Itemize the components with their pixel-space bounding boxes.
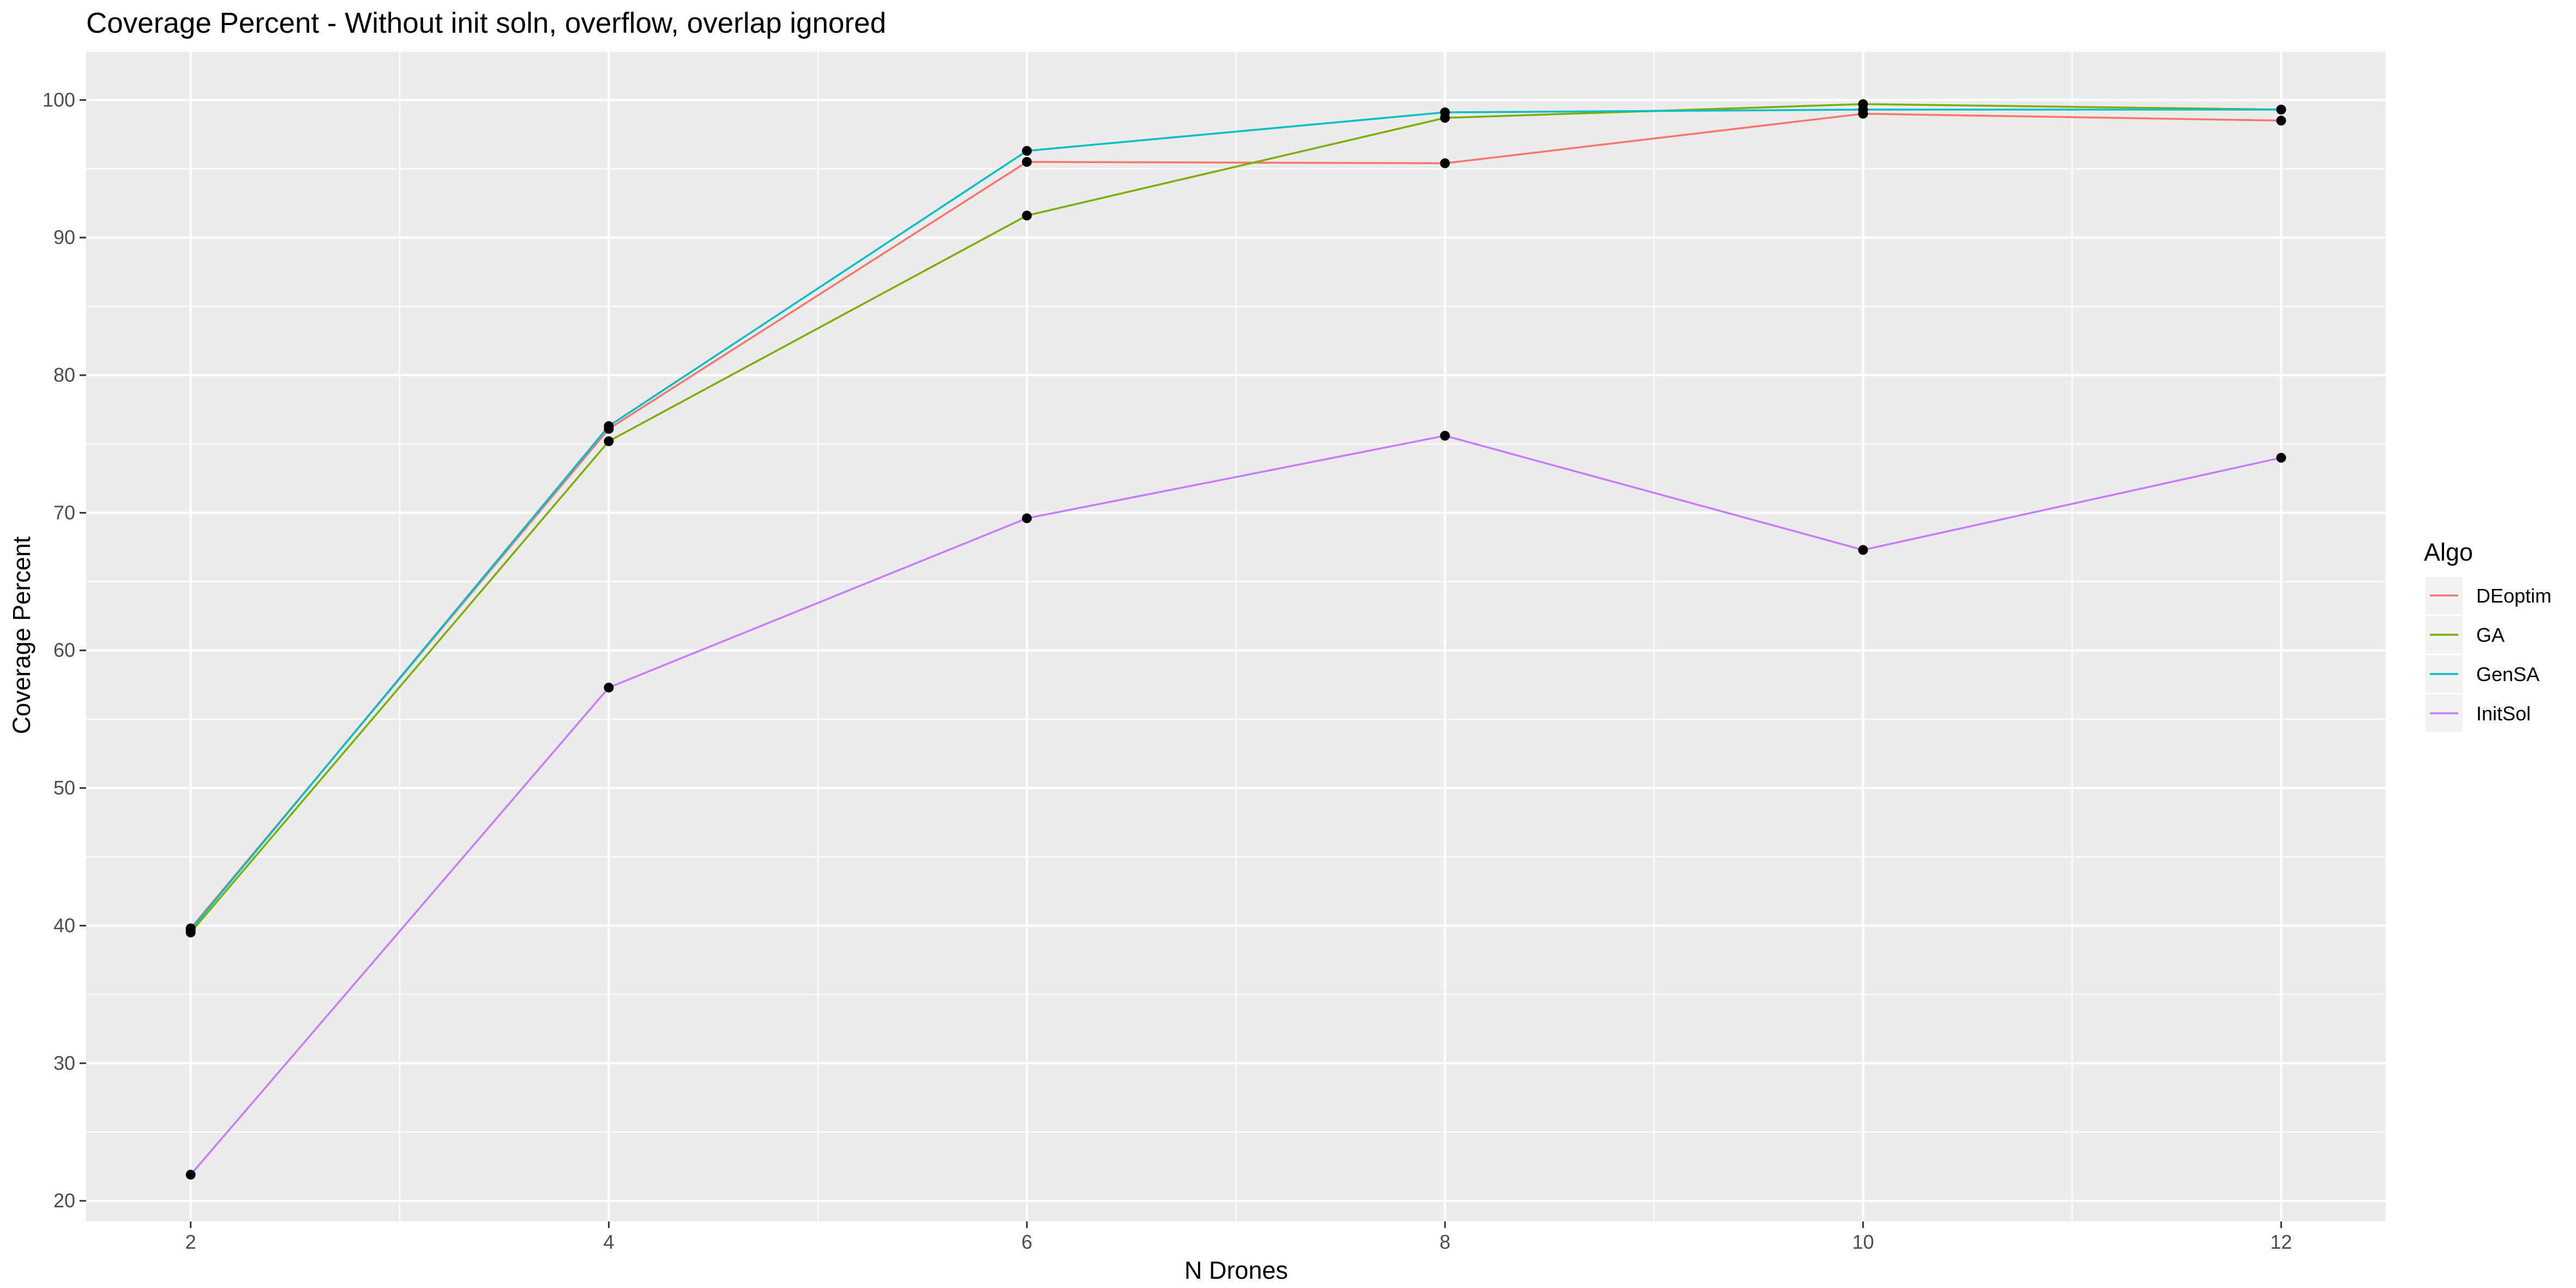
y-tick-label: 30 [53, 1052, 75, 1074]
data-point-initsol [1022, 513, 1032, 523]
chart-title: Coverage Percent - Without init soln, ov… [86, 7, 886, 39]
data-point-gensa [1858, 104, 1868, 115]
plot-panel [86, 52, 2386, 1221]
data-point-initsol [2276, 453, 2286, 463]
legend-item-deoptim: DEoptim [2425, 577, 2551, 614]
legend-label: GA [2476, 624, 2505, 646]
data-point-initsol [1858, 545, 1868, 555]
data-point-ga [604, 436, 614, 447]
series-line-deoptim [190, 112, 2282, 929]
series-layer [190, 103, 2282, 1176]
x-tick-label: 2 [185, 1231, 196, 1253]
y-axis: 20 30 40 50 60 70 80 90 100 [43, 88, 86, 1212]
legend: Algo DEoptim GA GenSA InitSol [2424, 538, 2551, 732]
legend-item-ga: GA [2425, 616, 2505, 653]
series-line-ga [190, 103, 2282, 934]
data-point-deoptim [2276, 116, 2286, 126]
data-point-gensa [1440, 107, 1450, 118]
x-tick-label: 4 [603, 1231, 614, 1253]
data-point-deoptim [1022, 157, 1032, 167]
x-tick-label: 8 [1440, 1231, 1450, 1253]
series-line-initsol [190, 435, 2282, 1176]
points-layer [185, 99, 2286, 1180]
data-point-gensa [2276, 104, 2286, 115]
legend-label: DEoptim [2476, 585, 2551, 607]
y-tick-label: 90 [53, 226, 75, 249]
data-point-initsol [604, 682, 614, 693]
data-point-gensa [604, 421, 614, 431]
y-tick-label: 70 [53, 501, 75, 523]
data-point-ga [1022, 210, 1032, 221]
data-point-initsol [185, 1170, 196, 1180]
data-point-deoptim [1440, 158, 1450, 168]
data-point-gensa [185, 925, 196, 935]
y-tick-label: 60 [53, 639, 75, 661]
x-tick-label: 10 [1852, 1231, 1874, 1253]
data-point-initsol [1440, 431, 1450, 441]
x-tick-label: 12 [2270, 1231, 2292, 1253]
legend-item-initsol: InitSol [2425, 695, 2531, 732]
y-tick-label: 100 [43, 88, 75, 111]
legend-label: InitSol [2476, 702, 2531, 725]
data-point-gensa [1022, 146, 1032, 156]
x-axis-title: N Drones [1184, 1256, 1288, 1284]
legend-item-gensa: GenSA [2425, 655, 2539, 693]
y-tick-label: 80 [53, 364, 75, 386]
legend-label: GenSA [2476, 663, 2539, 685]
y-tick-label: 50 [53, 777, 75, 799]
y-tick-label: 20 [53, 1189, 75, 1212]
x-tick-label: 6 [1021, 1231, 1032, 1253]
x-axis: 2 4 6 8 10 12 [185, 1221, 2292, 1253]
series-line-gensa [190, 109, 2282, 931]
y-tick-label: 40 [53, 914, 75, 936]
y-axis-title: Coverage Percent [8, 536, 35, 734]
legend-title: Algo [2424, 538, 2473, 566]
